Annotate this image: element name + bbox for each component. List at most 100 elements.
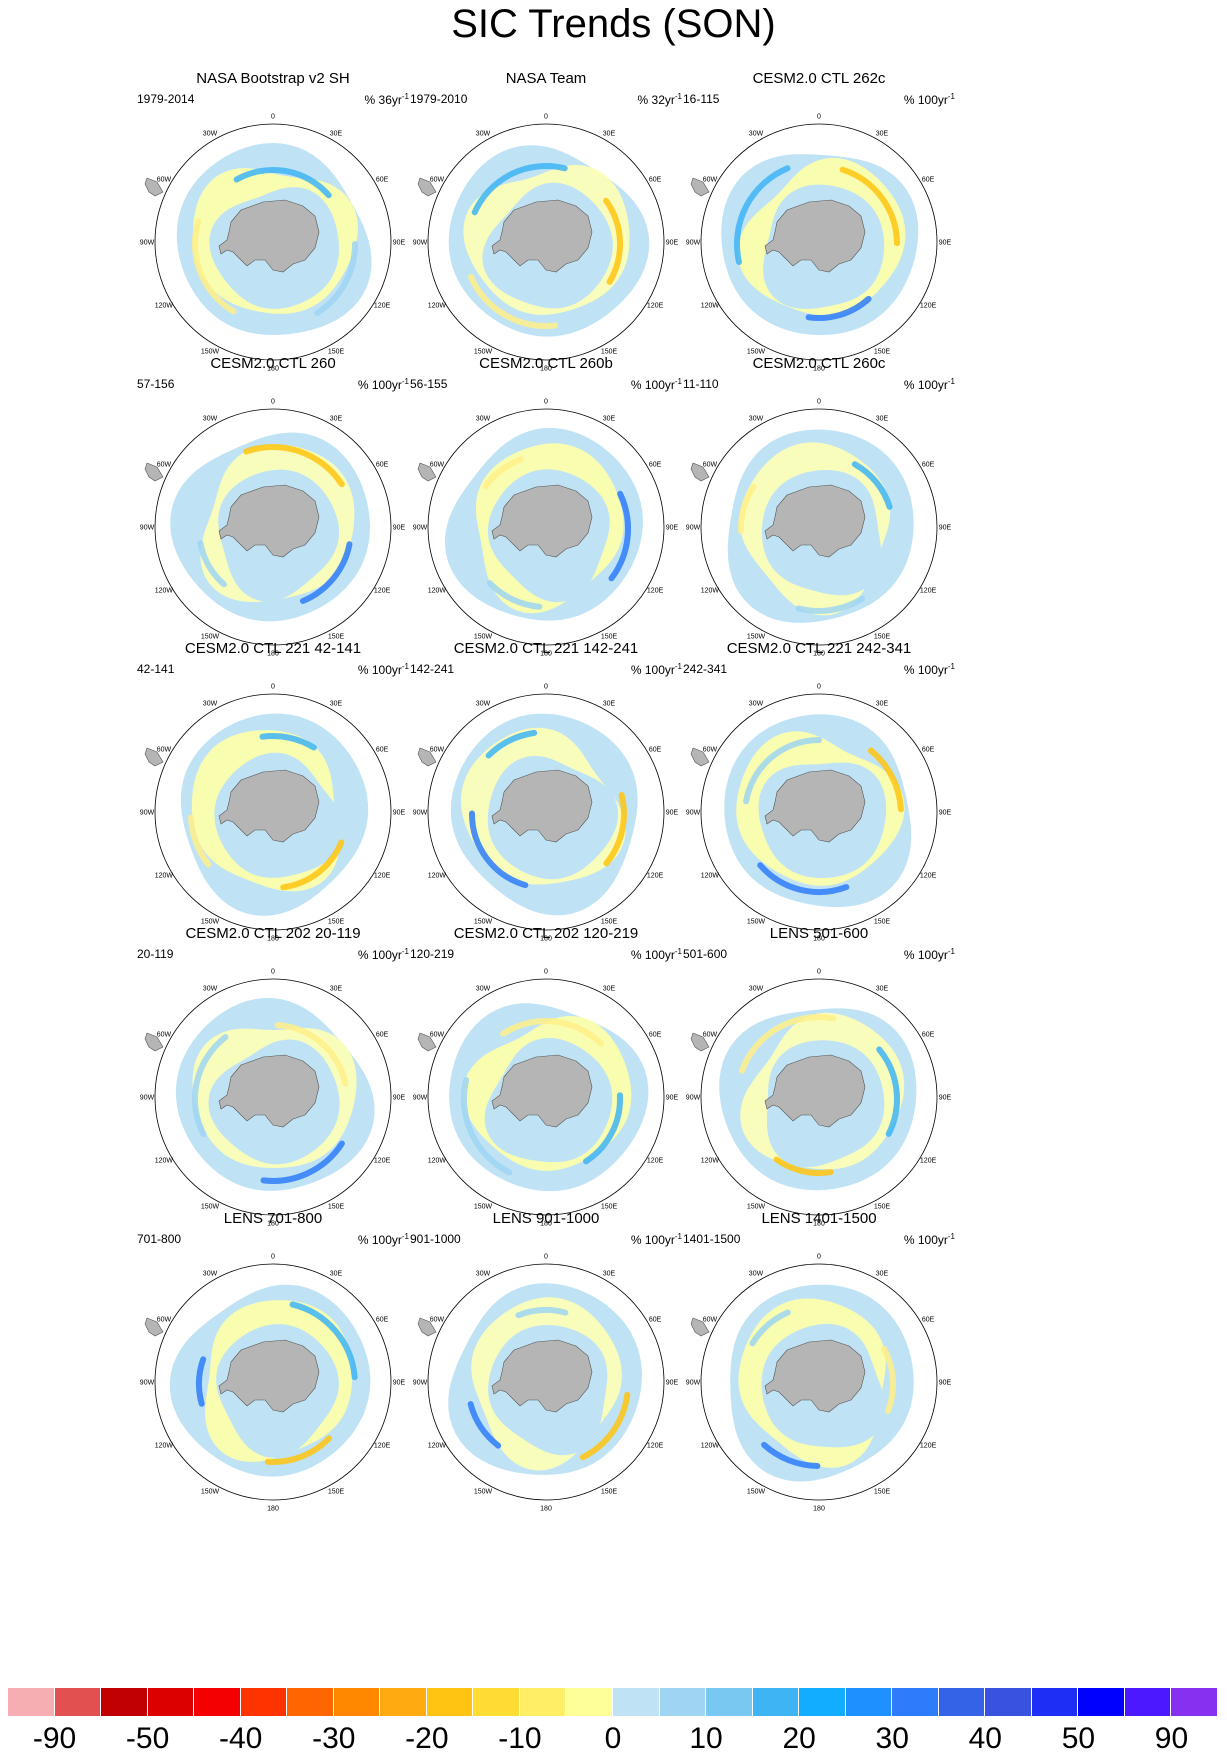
longitude-label: 0 — [271, 684, 275, 691]
colorbar-swatch — [985, 1688, 1032, 1716]
longitude-label: 150W — [747, 1204, 766, 1211]
longitude-label: 60E — [922, 177, 935, 184]
map-panel: LENS 501-600 501-600 % 100yr-1 0 30E 60E 90E 12… — [669, 925, 969, 1227]
longitude-label: 60W — [430, 462, 445, 469]
longitude-label: 30E — [876, 700, 889, 707]
polar-map: 0 30E 60E 90E 120E 150E 180 150W 120W 90W 60W 30W — [413, 114, 679, 373]
map-panel: NASA Bootstrap v2 SH 1979-2014 % 36yr-1 0 30… — [123, 70, 423, 373]
panel-title: NASA Team — [505, 70, 587, 87]
trend-band — [773, 1156, 834, 1177]
trend-band — [191, 1034, 229, 1138]
antarctica — [764, 484, 866, 558]
longitude-label: 60E — [376, 1032, 389, 1039]
longitude-label: 60W — [430, 177, 445, 184]
trend-band — [461, 1077, 513, 1176]
longitude-label: 60E — [649, 462, 662, 469]
longitude-label: 60E — [649, 177, 662, 184]
longitude-label: 120W — [428, 303, 447, 310]
longitude-label: 90E — [393, 525, 406, 532]
longitude-label: 150W — [474, 634, 493, 641]
panel-units: % 100yr-1 — [903, 662, 955, 677]
longitude-label: 0 — [544, 684, 548, 691]
longitude-label: 90W — [686, 240, 701, 247]
longitude-label: 90E — [666, 240, 679, 247]
panel-title: LENS 501-600 — [769, 925, 869, 942]
longitude-label: 30E — [603, 700, 616, 707]
longitude-label: 30E — [876, 1270, 889, 1277]
longitude-label: 90W — [686, 810, 701, 817]
antarctica — [491, 1054, 593, 1128]
longitude-label: 90W — [413, 1380, 428, 1387]
colorbar-swatch — [892, 1688, 939, 1716]
antarctica — [764, 769, 866, 843]
map-boundary — [154, 408, 392, 646]
trend-band — [851, 461, 893, 510]
map-panel: CESM2.0 CTL 221 242-341 242-341 % 100yr-1 0… — [669, 640, 969, 942]
longitude-label: 30E — [876, 985, 889, 992]
map-panel: LENS 701-800 701-800 % 100yr-1 0 30E 60E 90E 12… — [123, 1210, 423, 1513]
south-america — [690, 1032, 710, 1052]
longitude-label: 180 — [267, 936, 279, 943]
longitude-label: 180 — [813, 651, 825, 658]
longitude-label: 60W — [430, 1317, 445, 1324]
map-boundary — [700, 408, 938, 646]
colorbar-label: 30 — [875, 1722, 909, 1755]
panel-title: CESM2.0 CTL 221 242-341 — [726, 640, 912, 657]
longitude-label: 30W — [203, 700, 218, 707]
longitude-label: 120W — [701, 873, 720, 880]
trend-band — [192, 218, 237, 315]
longitude-label: 150E — [874, 634, 891, 641]
map-boundary — [427, 123, 665, 361]
colorbar-label: 20 — [782, 1722, 816, 1755]
colorbar-swatch — [659, 1688, 707, 1716]
panel-units: % 100yr-1 — [903, 377, 955, 392]
longitude-label: 120E — [647, 1158, 664, 1165]
trend-band — [737, 483, 757, 534]
panel-period: 142-241 — [410, 662, 455, 676]
trend-band — [603, 197, 623, 285]
longitude-label: 180 — [267, 651, 279, 658]
trend-band — [867, 747, 904, 813]
trend-band — [739, 1014, 837, 1074]
colorbar-swatch — [752, 1688, 800, 1716]
trend-band — [734, 165, 791, 265]
longitude-label: 30E — [603, 985, 616, 992]
south-america — [417, 1317, 437, 1337]
longitude-label: 150E — [328, 919, 345, 926]
longitude-label: 120E — [920, 588, 937, 595]
longitude-label: 30W — [749, 1270, 764, 1277]
longitude-label: 150W — [747, 1489, 766, 1496]
longitude-label: 180 — [540, 651, 552, 658]
colorbar-swatch — [194, 1688, 241, 1716]
trend-band — [749, 1309, 791, 1347]
map-panel: CESM2.0 CTL 221 42-141 42-141 % 100yr-1 0 30… — [123, 640, 423, 943]
antarctica — [764, 1339, 866, 1413]
antarctica — [218, 1339, 320, 1413]
longitude-label: 150E — [328, 349, 345, 356]
longitude-label: 90E — [939, 810, 952, 817]
antarctica — [491, 1339, 593, 1413]
colorbar — [8, 1688, 1218, 1717]
longitude-label: 120W — [155, 1158, 174, 1165]
antarctica — [218, 484, 320, 558]
longitude-label: 90E — [939, 525, 952, 532]
trend-band — [468, 274, 559, 329]
map-panel: CESM2.0 CTL 260c 11-110 % 100yr-1 0 30E 60E 90… — [669, 355, 969, 658]
panel-units: % 100yr-1 — [630, 662, 682, 677]
longitude-label: 30W — [749, 700, 764, 707]
map-boundary — [700, 693, 938, 931]
longitude-label: 30W — [476, 985, 491, 992]
longitude-label: 180 — [540, 1221, 552, 1228]
longitude-label: 150E — [328, 634, 345, 641]
polar-map: 0 30E 60E 90E 120E 150E 180 150W 120W 90W 60W 30W — [140, 1254, 406, 1513]
colorbar-label: -10 — [498, 1722, 542, 1755]
south-america — [144, 1032, 164, 1052]
longitude-label: 90E — [393, 810, 406, 817]
longitude-label: 0 — [817, 1254, 821, 1261]
trend-band — [805, 295, 872, 321]
longitude-label: 180 — [267, 366, 279, 373]
panel-title: LENS 901-1000 — [492, 1210, 600, 1227]
longitude-label: 120E — [920, 1158, 937, 1165]
trend-band — [761, 1441, 821, 1469]
trend-band — [515, 1306, 569, 1319]
